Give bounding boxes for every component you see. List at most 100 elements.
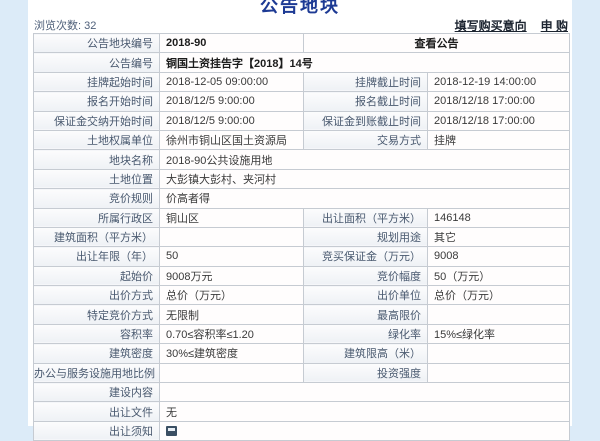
table-row: 出让须知 xyxy=(33,420,570,441)
table-row: 建设内容 xyxy=(33,382,570,403)
table-row: 起始价 9008万元 竞价幅度 50（万元） xyxy=(33,265,570,287)
page-title: 公告地块 xyxy=(260,0,340,16)
field-value: 大彭镇大彭村、夹河村 xyxy=(159,168,570,190)
field-label: 规划用途 xyxy=(303,226,428,248)
table-row: 办公与服务设施用地比例（%） 投资强度 xyxy=(33,362,570,384)
field-value xyxy=(427,304,570,325)
field-label: 容积率 xyxy=(33,323,160,345)
field-value: 2018-12-19 14:00:00 xyxy=(427,71,570,93)
field-value: 铜国土资挂告字【2018】14号 xyxy=(159,52,570,73)
field-label: 公告地块编号 xyxy=(33,32,160,54)
field-value: 无限制 xyxy=(159,304,304,325)
field-label: 交易方式 xyxy=(303,129,428,151)
field-value: 铜山区 xyxy=(159,207,304,228)
field-value: 价高者得 xyxy=(159,188,570,209)
fill-purchase-intention-link[interactable]: 填写购买意向 xyxy=(454,19,527,33)
table-row: 出价方式 总价（万元） 出价单位 总价（万元） xyxy=(33,285,570,306)
field-value: 无 xyxy=(159,401,570,422)
field-value: 146148 xyxy=(427,207,570,228)
table-row: 建筑密度 30%≤建筑密度 建筑限高（米） xyxy=(33,343,570,364)
field-value: 30%≤建筑密度 xyxy=(159,343,304,364)
header-links: 填写购买意向申 购 xyxy=(441,17,568,34)
field-value xyxy=(427,362,570,384)
field-value xyxy=(159,382,570,403)
field-value: 0.70≤容积率≤1.20 xyxy=(159,323,304,345)
table-row: 土地权属单位 徐州市铜山区国土资源局 交易方式 挂牌 xyxy=(33,129,570,151)
view-announcement-link[interactable]: 查看公告 xyxy=(414,38,459,51)
field-value: 总价（万元） xyxy=(159,285,304,306)
field-value: 2018/12/5 9:00:00 xyxy=(159,110,304,131)
meta-bar: 浏览次数: 32 填写购买意向申 购 xyxy=(34,17,568,34)
table-row: 保证金交纳开始时间 2018/12/5 9:00:00 保证金到账截止时间 20… xyxy=(33,110,570,131)
content-panel: 公告地块 浏览次数: 32 填写购买意向申 购 公告地块编号 2018-90 查… xyxy=(28,0,572,441)
field-value xyxy=(159,226,304,248)
field-value: 徐州市铜山区国土资源局 xyxy=(159,129,304,151)
field-value: 2018/12/18 17:00:00 xyxy=(427,110,570,131)
field-value: 2018/12/18 17:00:00 xyxy=(427,91,570,112)
field-value xyxy=(159,362,304,384)
field-value xyxy=(427,343,570,364)
field-label: 竞价规则 xyxy=(33,188,160,209)
table-row: 出让文件 无 xyxy=(33,401,570,422)
field-label: 出让年限（年） xyxy=(33,246,160,267)
field-label: 报名开始时间 xyxy=(33,91,160,112)
plot-detail-table: 公告地块编号 2018-90 查看公告 公告编号 铜国土资挂告字【2018】14… xyxy=(33,32,570,441)
field-value: 15%≤绿化率 xyxy=(427,323,570,345)
table-row: 出让年限（年） 50 竞买保证金（万元） 9008 xyxy=(33,246,570,267)
table-row: 挂牌起始时间 2018-12-05 09:00:00 挂牌截止时间 2018-1… xyxy=(33,71,570,93)
table-row: 建筑面积（平方米） 规划用途 其它 xyxy=(33,226,570,248)
field-label: 绿化率 xyxy=(303,323,428,345)
table-row: 竞价规则 价高者得 xyxy=(33,188,570,209)
table-row: 特定竞价方式 无限制 最高限价 xyxy=(33,304,570,325)
field-label: 建筑限高（米） xyxy=(303,343,428,364)
field-label: 特定竞价方式 xyxy=(33,304,160,325)
field-value: 9008万元 xyxy=(159,265,304,287)
field-label: 挂牌截止时间 xyxy=(303,71,428,93)
field-label: 竞价幅度 xyxy=(303,265,428,287)
field-label: 出价方式 xyxy=(33,285,160,306)
field-label: 公告编号 xyxy=(33,52,160,73)
field-label: 出让面积（平方米） xyxy=(303,207,428,228)
field-value: 其它 xyxy=(427,226,570,248)
view-count: 浏览次数: 32 xyxy=(34,20,97,32)
field-label: 办公与服务设施用地比例（%） xyxy=(33,362,160,384)
field-label: 最高限价 xyxy=(303,304,428,325)
table-row: 容积率 0.70≤容积率≤1.20 绿化率 15%≤绿化率 xyxy=(33,323,570,345)
field-value: 50 xyxy=(159,246,304,267)
field-label: 出让文件 xyxy=(33,401,160,422)
field-value: 2018/12/5 9:00:00 xyxy=(159,91,304,112)
field-value xyxy=(159,420,570,441)
field-label: 保证金交纳开始时间 xyxy=(33,110,160,131)
field-label: 土地位置 xyxy=(33,168,160,190)
field-value: 2018-90 xyxy=(159,32,304,54)
field-label: 竞买保证金（万元） xyxy=(303,246,428,267)
field-value: 2018-90公共设施用地 xyxy=(159,149,570,170)
field-label: 报名截止时间 xyxy=(303,91,428,112)
field-label: 出价单位 xyxy=(303,285,428,306)
table-row: 报名开始时间 2018/12/5 9:00:00 报名截止时间 2018/12/… xyxy=(33,91,570,112)
field-label: 建筑密度 xyxy=(33,343,160,364)
field-value: 50（万元） xyxy=(427,265,570,287)
field-value: 9008 xyxy=(427,246,570,267)
field-value: 2018-12-05 09:00:00 xyxy=(159,71,304,93)
field-label: 保证金到账截止时间 xyxy=(303,110,428,131)
field-label: 挂牌起始时间 xyxy=(33,71,160,93)
table-row: 所属行政区 铜山区 出让面积（平方米） 146148 xyxy=(33,207,570,228)
field-label: 地块名称 xyxy=(33,149,160,170)
field-label: 投资强度 xyxy=(303,362,428,384)
table-row: 地块名称 2018-90公共设施用地 xyxy=(33,149,570,170)
table-row: 公告编号 铜国土资挂告字【2018】14号 xyxy=(33,52,570,73)
field-label: 建设内容 xyxy=(33,382,160,403)
field-label: 建筑面积（平方米） xyxy=(33,226,160,248)
table-row: 公告地块编号 2018-90 查看公告 xyxy=(33,32,570,54)
apply-purchase-link[interactable]: 申 购 xyxy=(540,19,568,33)
field-value: 总价（万元） xyxy=(427,285,570,306)
field-label: 出让须知 xyxy=(33,420,160,441)
field-label: 所属行政区 xyxy=(33,207,160,228)
field-label: 起始价 xyxy=(33,265,160,287)
view-announcement-cell: 查看公告 xyxy=(303,32,570,54)
table-row: 土地位置 大彭镇大彭村、夹河村 xyxy=(33,168,570,190)
field-label: 土地权属单位 xyxy=(33,129,160,151)
field-value: 挂牌 xyxy=(427,129,570,151)
document-attachment-icon[interactable] xyxy=(166,426,177,437)
